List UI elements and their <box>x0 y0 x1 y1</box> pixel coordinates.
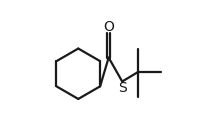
Text: O: O <box>103 20 114 34</box>
Text: S: S <box>118 81 127 95</box>
